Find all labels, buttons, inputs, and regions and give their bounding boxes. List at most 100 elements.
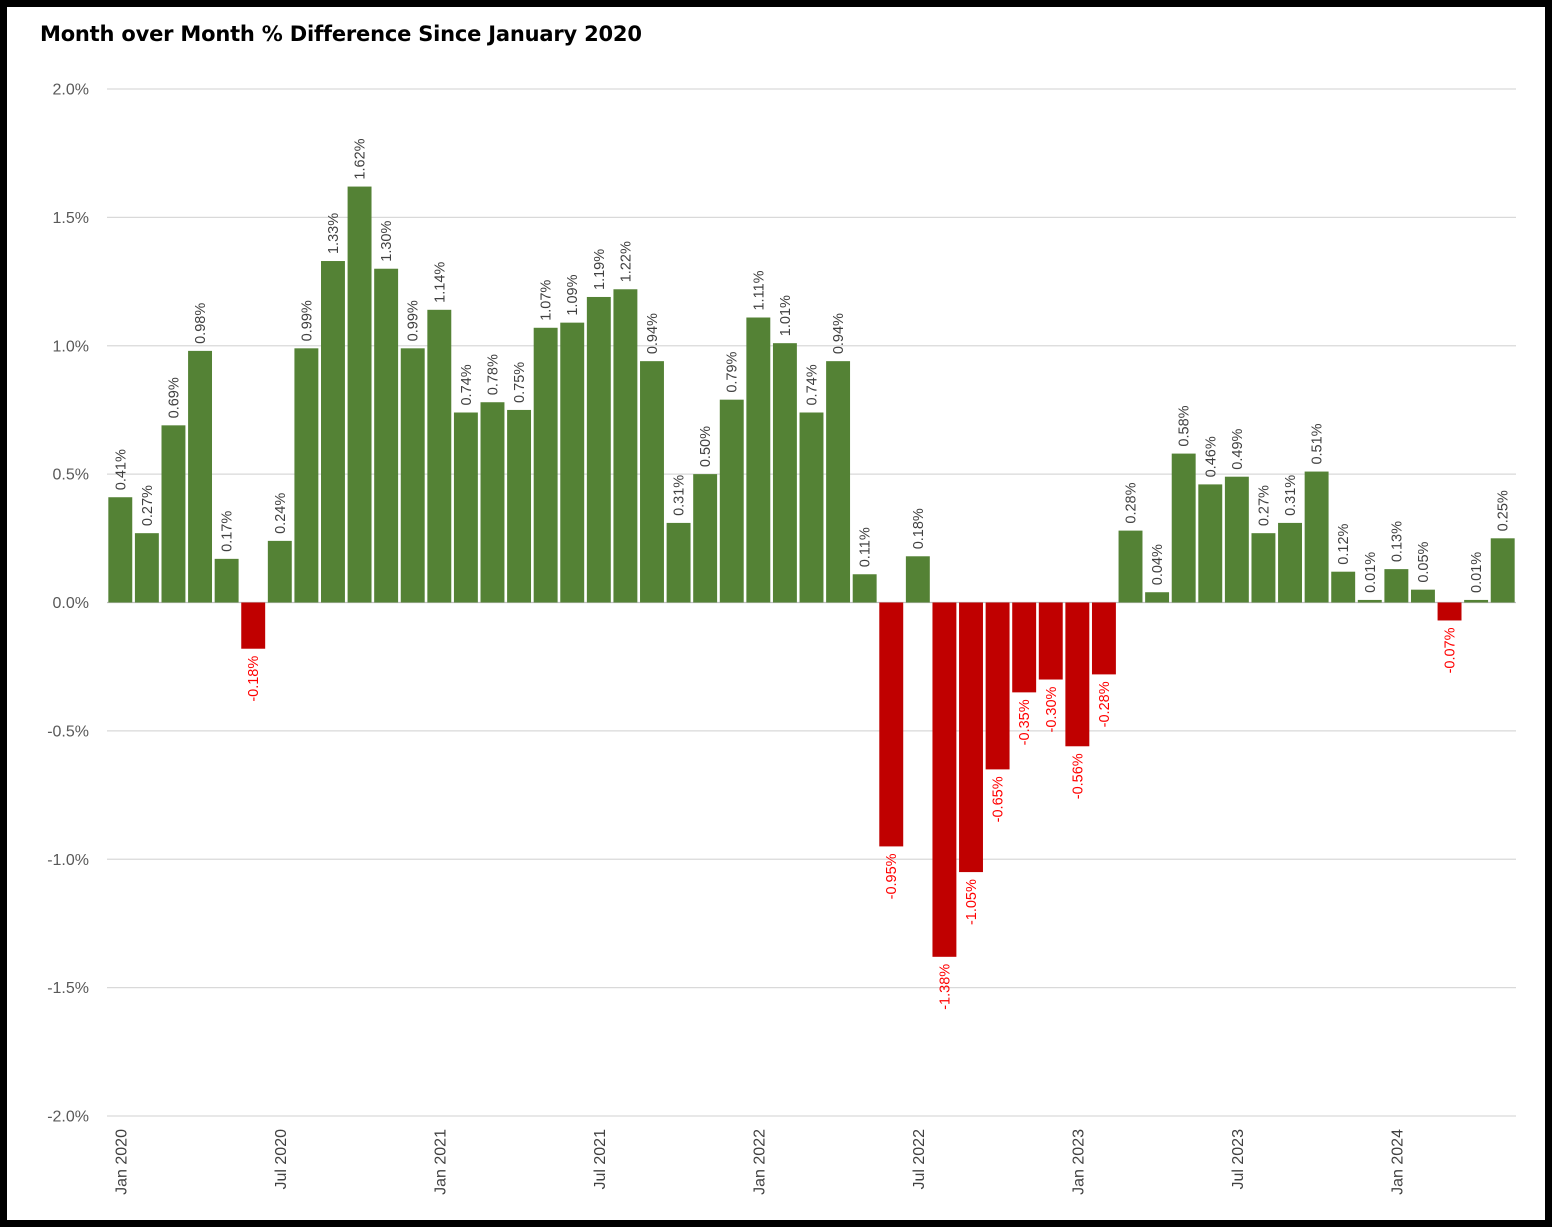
bar — [640, 361, 664, 603]
bar — [453, 412, 478, 603]
data-label: 0.46% — [1203, 436, 1219, 477]
data-label: -0.65% — [991, 776, 1007, 822]
bar — [932, 602, 957, 957]
data-label: 0.11% — [858, 527, 874, 567]
bar — [586, 296, 611, 603]
bar — [746, 317, 771, 603]
y-tick-label: 2.0% — [53, 82, 89, 99]
bar — [134, 533, 159, 603]
data-label: 0.58% — [1177, 405, 1193, 446]
bar — [533, 327, 558, 603]
bar — [1065, 602, 1090, 747]
data-label: 1.62% — [353, 138, 369, 179]
bar — [1437, 602, 1462, 621]
data-label: 0.75% — [512, 362, 528, 403]
data-label: 0.13% — [1389, 521, 1405, 562]
x-tick-label: Jan 2022 — [751, 1129, 768, 1195]
data-label: 0.27% — [1256, 485, 1272, 526]
y-tick-label: 1.5% — [53, 210, 89, 227]
data-label: -0.18% — [246, 656, 262, 702]
bar — [772, 343, 797, 603]
data-label: 0.31% — [672, 475, 688, 516]
bar — [666, 522, 691, 603]
data-label: 0.94% — [831, 313, 847, 354]
x-tick-label: Jan 2023 — [1070, 1129, 1087, 1195]
data-label: 0.25% — [1496, 490, 1512, 531]
y-tick-label: 0.5% — [53, 467, 89, 484]
data-label: -0.35% — [1017, 699, 1033, 745]
data-label: -0.56% — [1070, 753, 1086, 799]
data-label: -0.07% — [1443, 627, 1459, 673]
bar — [1118, 530, 1143, 603]
data-label: -0.95% — [884, 853, 900, 899]
data-label: 0.12% — [1336, 523, 1352, 564]
bar — [1304, 471, 1329, 603]
bars — [108, 186, 1515, 957]
chart-title: Month over Month % Difference Since Janu… — [40, 22, 642, 46]
bar — [799, 412, 824, 603]
data-label: 0.05% — [1416, 541, 1432, 582]
bar — [959, 602, 983, 873]
data-label: 0.18% — [911, 508, 927, 549]
y-tick-label: -1.5% — [47, 980, 89, 997]
data-label: 0.99% — [406, 300, 422, 341]
x-tick-label: Jan 2020 — [113, 1129, 130, 1195]
bar — [826, 361, 851, 603]
data-label: 1.19% — [592, 249, 608, 290]
bar — [374, 268, 399, 603]
bar — [507, 409, 532, 603]
bar — [985, 602, 1010, 770]
data-label: 0.51% — [1310, 423, 1326, 464]
y-axis-ticks: 2.0% 1.5% 1.0% 0.5% 0.0% -0.5% -1.0% -1.5% -2.0% — [47, 82, 89, 1126]
bar — [1145, 592, 1170, 603]
bar — [1278, 522, 1302, 603]
bar — [427, 309, 452, 603]
data-label: 1.30% — [379, 221, 395, 262]
bar — [1198, 484, 1223, 603]
data-label: 1.11% — [751, 270, 767, 310]
bar — [1384, 569, 1409, 603]
y-tick-label: -2.0% — [47, 1109, 89, 1126]
data-label: 0.17% — [220, 511, 236, 552]
data-label: 0.69% — [166, 377, 182, 418]
y-tick-label: 0.0% — [53, 595, 89, 612]
data-label: -0.30% — [1044, 686, 1060, 732]
data-label: 1.07% — [539, 280, 555, 321]
data-label: 0.74% — [459, 364, 475, 405]
data-label: 1.14% — [432, 262, 448, 303]
bar — [214, 558, 239, 603]
bar — [267, 540, 292, 603]
bar — [400, 348, 425, 603]
bar — [693, 474, 718, 603]
bar — [1012, 602, 1037, 693]
data-label: -1.38% — [937, 964, 953, 1010]
bar — [161, 425, 186, 603]
bar — [347, 186, 372, 603]
data-label: 1.09% — [565, 274, 581, 315]
data-label: 0.99% — [299, 300, 315, 341]
data-label: -0.28% — [1097, 681, 1113, 727]
data-labels: 0.41% 0.27% 0.69% 0.98% 0.17% -0.18% 0.24% 0.99… — [113, 138, 1511, 1009]
bar — [852, 574, 877, 603]
data-label: 0.78% — [485, 354, 501, 395]
bar — [1464, 599, 1489, 603]
bar — [188, 350, 213, 603]
bar — [294, 348, 319, 603]
data-label: 0.24% — [273, 493, 289, 534]
data-label: 0.41% — [113, 449, 129, 490]
x-tick-label: Jul 2022 — [911, 1129, 928, 1190]
data-label: 0.49% — [1230, 428, 1246, 469]
data-label: 0.94% — [645, 313, 661, 354]
bar — [1224, 476, 1249, 603]
bar — [321, 261, 345, 603]
x-tick-label: Jul 2023 — [1230, 1129, 1247, 1190]
x-tick-label: Jan 2021 — [432, 1129, 449, 1195]
bar — [560, 322, 585, 603]
data-label: 0.98% — [193, 303, 209, 344]
bar — [1410, 589, 1435, 603]
data-label: 0.74% — [805, 364, 821, 405]
bar — [1251, 533, 1276, 603]
bar — [1357, 599, 1382, 603]
bar — [1331, 571, 1356, 603]
